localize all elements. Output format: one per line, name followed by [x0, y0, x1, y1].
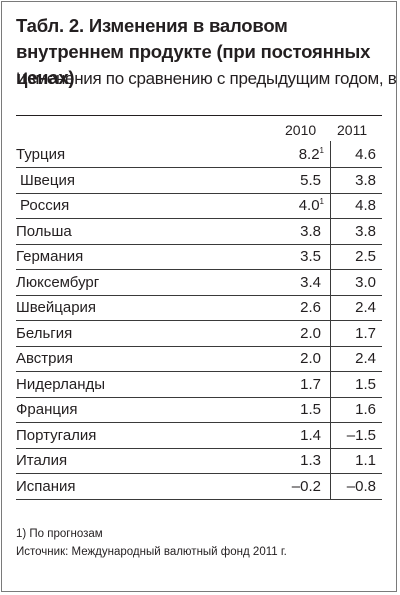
country-name: Польша [16, 222, 72, 240]
country-name: Россия [20, 197, 70, 214]
country-name: Бельгия [16, 324, 73, 342]
value-2010-text: 8.2 [298, 146, 320, 163]
column-separator [330, 217, 331, 245]
value-2010-text: 3.8 [300, 222, 321, 240]
column-separator [330, 345, 331, 372]
column-separator [330, 141, 331, 168]
value-2010: 8.21 [299, 142, 324, 164]
country-name: Швейцария [16, 299, 97, 316]
value-2010: –0.2 [292, 478, 321, 496]
value-2011: 2.5 [355, 248, 376, 265]
table-title: Табл. 2. Изменения в валовом внутреннем … [16, 15, 371, 88]
value-2011: 1.5 [355, 375, 376, 393]
value-2010: 2.0 [300, 350, 321, 368]
value-2010: 3.4 [300, 274, 321, 292]
footnote-marker: 1 [319, 146, 324, 155]
table-row: Люксембург 3.4 3.0 [16, 268, 382, 296]
country-name: Люксембург [16, 273, 100, 291]
value-2010: 2.0 [300, 325, 321, 343]
value-2010-text: 1.4 [300, 426, 321, 444]
country-name: Австрия [16, 350, 74, 367]
country-name: Швеция [20, 171, 75, 189]
value-2010-text: 2.6 [300, 299, 321, 316]
column-separator [330, 294, 331, 321]
value-2011: 1.1 [355, 452, 376, 469]
column-separator [330, 192, 331, 219]
value-2011: 3.8 [355, 222, 376, 240]
value-2010-text: 4.0 [298, 197, 320, 214]
value-2010-text: 5.5 [300, 171, 321, 189]
value-2010: 3.8 [300, 223, 321, 241]
country-name: Португалия [16, 426, 97, 444]
value-2010: 1.3 [300, 452, 321, 470]
table-row: Австрия 2.0 2.4 [16, 345, 382, 372]
value-2011: 4.6 [355, 146, 376, 163]
column-separator [330, 243, 331, 270]
value-2011: –1.5 [346, 426, 376, 444]
table-row: Португалия 1.4 –1.5 [16, 421, 382, 449]
value-2010-text: 3.4 [300, 273, 321, 291]
table-row: Нидерланды 1.7 1.5 [16, 370, 382, 398]
table-row: Франция 1.5 1.6 [16, 396, 382, 423]
value-2010: 4.01 [299, 193, 324, 215]
value-2010-text: 1.7 [300, 375, 321, 393]
footnote-marker: 1 [319, 197, 324, 206]
table-row: Бельгия 2.0 1.7 [16, 319, 382, 347]
table-row: Швеция 5.5 3.8 [16, 166, 382, 194]
value-2010-text: 3.5 [300, 248, 321, 265]
column-separator [330, 166, 331, 194]
table-row: Турция 8.21 4.6 [16, 141, 382, 168]
footnote: 1) По прогнозам [16, 528, 103, 540]
value-2011: 2.4 [355, 299, 376, 316]
table-row: Россия 4.01 4.8 [16, 192, 382, 219]
column-separator [330, 447, 331, 474]
value-2010: 5.5 [300, 172, 321, 190]
value-2011: 1.7 [355, 324, 376, 342]
table-row: Германия 3.5 2.5 [16, 243, 382, 270]
value-2011: –0.8 [346, 477, 376, 495]
column-separator [330, 319, 331, 347]
table-subtitle: Изменения по сравнению с предыдущим годо… [16, 69, 400, 88]
value-2010-text: 1.5 [300, 401, 321, 418]
value-2011: 3.0 [355, 273, 376, 291]
table-row: Испания –0.2 –0.8 [16, 472, 382, 500]
column-separator [330, 396, 331, 423]
country-name: Германия [16, 248, 84, 265]
value-2010-text: –0.2 [291, 477, 321, 495]
value-2010-text: 2.0 [300, 324, 321, 342]
column-separator [330, 370, 331, 398]
column-separator [330, 268, 331, 296]
source-note: Источник: Международный валютный фонд 20… [16, 546, 287, 558]
country-name: Испания [16, 477, 76, 495]
table-row: Италия 1.3 1.1 [16, 447, 382, 474]
header-rule [16, 115, 382, 116]
country-name: Франция [16, 401, 78, 418]
value-2010-text: 1.3 [300, 452, 321, 469]
table-row: Польша 3.8 3.8 [16, 217, 382, 245]
value-2011: 2.4 [355, 350, 376, 367]
value-2011: 4.8 [355, 197, 376, 214]
country-name: Турция [16, 146, 66, 163]
value-2011: 1.6 [355, 401, 376, 418]
value-2010: 1.4 [300, 427, 321, 445]
column-header-2011: 2011 [337, 122, 368, 138]
table-row: Швейцария 2.6 2.4 [16, 294, 382, 321]
country-name: Италия [16, 452, 68, 469]
column-separator [330, 472, 331, 500]
column-header-2010: 2010 [285, 122, 317, 138]
value-2010-text: 2.0 [300, 350, 321, 367]
country-name: Нидерланды [16, 375, 106, 393]
value-2010: 3.5 [300, 248, 321, 266]
value-2010: 2.6 [300, 299, 321, 317]
column-separator [330, 421, 331, 449]
value-2010: 1.5 [300, 401, 321, 419]
value-2010: 1.7 [300, 376, 321, 394]
value-2011: 3.8 [355, 171, 376, 189]
